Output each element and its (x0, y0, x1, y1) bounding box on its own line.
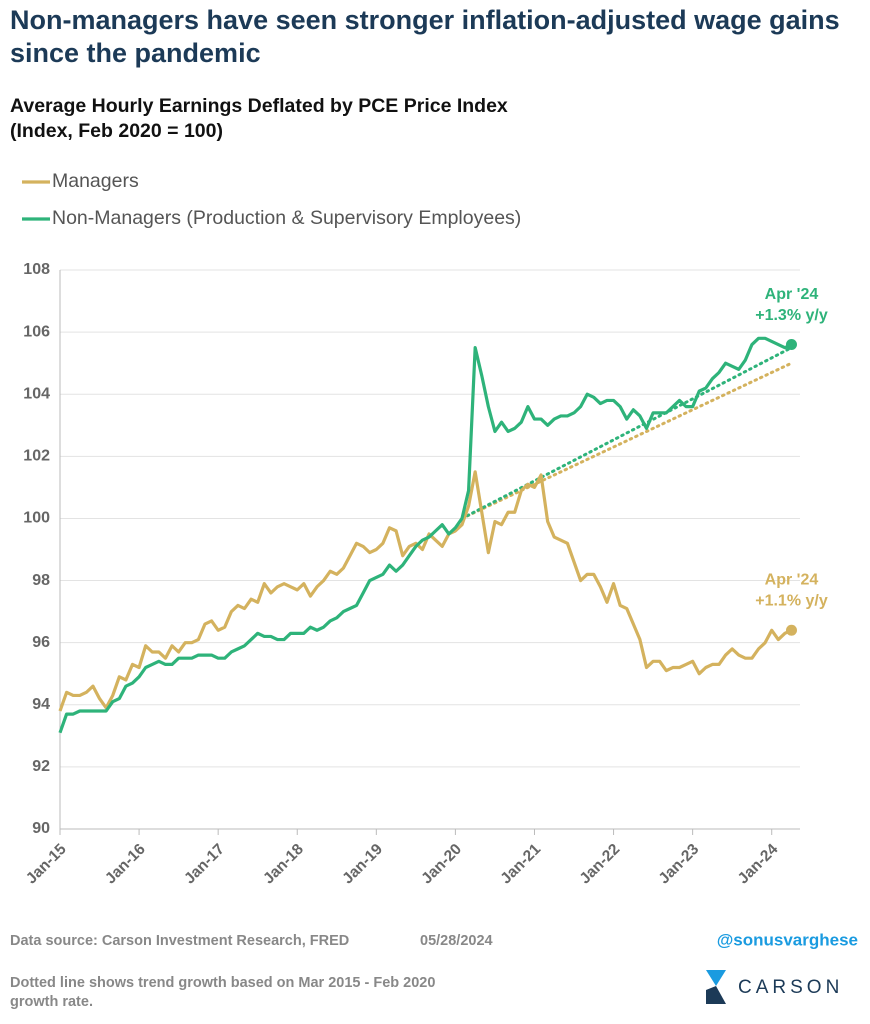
y-tick-label: 104 (23, 385, 50, 402)
logo-mark (706, 970, 726, 986)
logo-text: CARSON (738, 977, 843, 998)
x-tick-label: Jan-23 (656, 840, 703, 887)
x-tick-label: Jan-18 (260, 840, 307, 887)
logo: CARSON (706, 970, 843, 1004)
trend-line (460, 346, 793, 520)
end-dot (785, 624, 797, 636)
x-tick-label: Jan-22 (577, 841, 624, 888)
x-tick-label: Jan-16 (102, 840, 149, 887)
y-tick-label: 98 (32, 572, 50, 589)
x-tick-label: Jan-15 (23, 840, 70, 887)
y-tick-label: 102 (23, 448, 50, 465)
date: 05/28/2024 (420, 933, 493, 949)
y-tick-label: 94 (32, 696, 50, 713)
end-dot (785, 339, 797, 351)
x-tick-label: Jan-20 (418, 841, 465, 888)
chart-subtitle: (Index, Feb 2020 = 100) (10, 120, 223, 142)
trend-line (460, 361, 793, 520)
x-tick-label: Jan-24 (735, 840, 782, 887)
chart-title: Average Hourly Earnings Deflated by PCE … (10, 95, 508, 117)
y-tick-label: 100 (23, 510, 50, 527)
note: Dotted line shows trend growth based on … (10, 975, 435, 991)
handle: @sonusvarghese (717, 930, 858, 949)
legend-label: Non-Managers (Production & Supervisory E… (52, 207, 521, 229)
x-tick-label: Jan-21 (497, 840, 544, 887)
y-tick-label: 108 (23, 261, 50, 278)
y-tick-label: 92 (32, 758, 50, 775)
y-tick-label: 90 (32, 820, 50, 837)
y-tick-label: 106 (23, 323, 50, 340)
source: Data source: Carson Investment Research,… (10, 933, 349, 949)
y-tick-label: 96 (32, 634, 50, 651)
end-label: Apr '24 (765, 571, 819, 588)
x-tick-label: Jan-19 (339, 840, 386, 887)
logo-mark (706, 986, 726, 1004)
series-line (58, 470, 793, 712)
legend-label: Managers (52, 170, 139, 192)
x-tick-label: Jan-17 (181, 841, 228, 888)
end-label: +1.3% y/y (755, 307, 828, 324)
series-line (58, 336, 793, 734)
end-label: +1.1% y/y (755, 592, 828, 609)
end-label: Apr '24 (765, 286, 819, 303)
page-title: Non-managers have seen stronger inflatio… (10, 5, 840, 68)
note: growth rate. (10, 994, 93, 1010)
